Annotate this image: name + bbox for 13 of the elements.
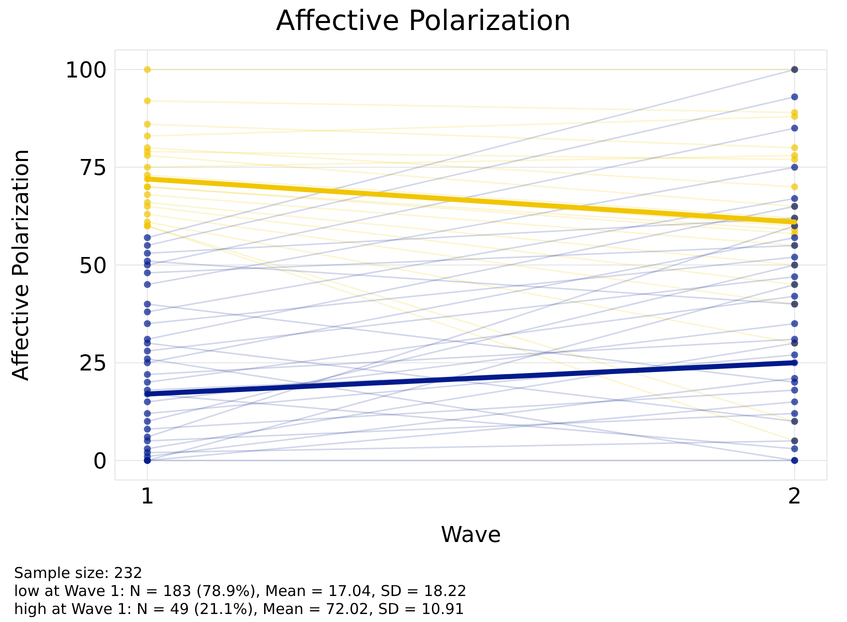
y-tick-label: 0 — [93, 449, 107, 474]
y-tick-label: 50 — [79, 254, 107, 279]
y-tick-label: 100 — [65, 58, 107, 84]
y-tick-label: 75 — [79, 156, 107, 182]
x-axis-title: Wave — [440, 523, 502, 548]
text: high at Wave 1: N = 49 (21.1%), Mean = 72.02, SD = 10.91 — [14, 600, 466, 618]
chart-title: Affective Polarization — [274, 4, 572, 37]
text: low at Wave 1: N = 183 (78.9%), Mean = 17.04, SD = 18.22 — [14, 582, 467, 600]
x-tick-label: 1 — [140, 484, 154, 510]
x-tick-label: 2 — [788, 484, 802, 510]
y-axis-title: Affective Polarization — [8, 149, 34, 381]
y-tick-label: 25 — [79, 352, 107, 377]
text: Sample size: 232 — [14, 564, 144, 582]
